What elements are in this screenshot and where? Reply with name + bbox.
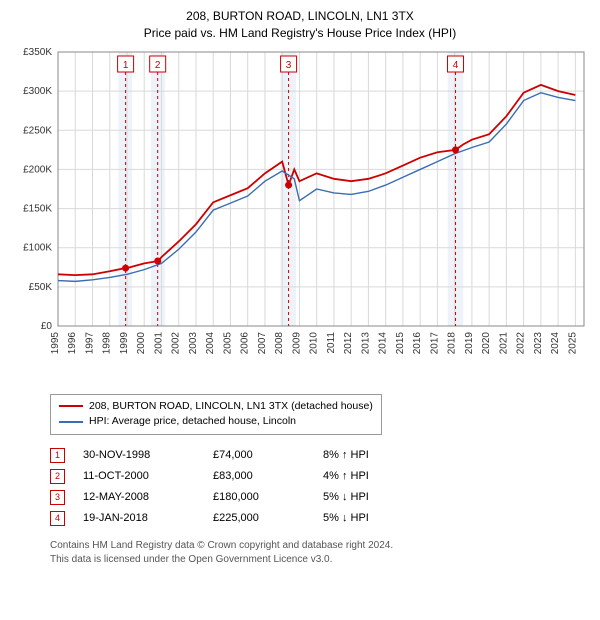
- title-address: 208, BURTON ROAD, LINCOLN, LN1 3TX: [12, 8, 588, 25]
- svg-text:2003: 2003: [188, 331, 199, 354]
- svg-text:2023: 2023: [533, 331, 544, 354]
- svg-text:1999: 1999: [119, 331, 130, 354]
- event-date: 19-JAN-2018: [83, 508, 213, 529]
- event-marker: 2: [50, 469, 65, 484]
- page-container: 208, BURTON ROAD, LINCOLN, LN1 3TX Price…: [0, 0, 600, 575]
- event-marker: 3: [50, 490, 65, 505]
- event-diff: 8% ↑ HPI: [323, 445, 423, 466]
- event-diff: 5% ↓ HPI: [323, 508, 423, 529]
- event-date: 12-MAY-2008: [83, 487, 213, 508]
- svg-text:2024: 2024: [550, 331, 561, 354]
- svg-text:1996: 1996: [67, 331, 78, 354]
- svg-text:2010: 2010: [309, 331, 320, 354]
- event-diff: 4% ↑ HPI: [323, 466, 423, 487]
- svg-text:£0: £0: [41, 321, 53, 332]
- legend: 208, BURTON ROAD, LINCOLN, LN1 3TX (deta…: [50, 394, 382, 436]
- event-row: 4 19-JAN-2018£225,0005% ↓ HPI: [50, 508, 588, 529]
- event-date: 11-OCT-2000: [83, 466, 213, 487]
- svg-text:2007: 2007: [257, 331, 268, 354]
- svg-text:2009: 2009: [291, 331, 302, 354]
- svg-text:1997: 1997: [84, 331, 95, 354]
- svg-text:2015: 2015: [395, 331, 406, 354]
- svg-text:2005: 2005: [222, 331, 233, 354]
- svg-text:£100K: £100K: [23, 242, 52, 253]
- events-table: 1 30-NOV-1998£74,0008% ↑ HPI 2 11-OCT-2000£…: [50, 445, 588, 529]
- legend-label: 208, BURTON ROAD, LINCOLN, LN1 3TX (deta…: [89, 399, 373, 415]
- event-row: 1 30-NOV-1998£74,0008% ↑ HPI: [50, 445, 588, 466]
- chart-svg: £0 £50K £100K £150K £200K £250K £300K £350K 1995…: [12, 46, 588, 386]
- event-marker: 1: [50, 448, 65, 463]
- svg-text:4: 4: [453, 60, 459, 71]
- event-price: £225,000: [213, 508, 323, 529]
- title-subtitle: Price paid vs. HM Land Registry's House …: [12, 25, 588, 42]
- svg-text:2014: 2014: [378, 331, 389, 354]
- svg-text:£250K: £250K: [23, 125, 52, 136]
- svg-text:2000: 2000: [136, 331, 147, 354]
- svg-text:£350K: £350K: [23, 47, 52, 58]
- svg-text:2: 2: [155, 60, 161, 71]
- legend-swatch: [59, 405, 83, 407]
- svg-text:2021: 2021: [498, 331, 509, 354]
- svg-text:2008: 2008: [274, 331, 285, 354]
- legend-item: 208, BURTON ROAD, LINCOLN, LN1 3TX (deta…: [59, 399, 373, 415]
- svg-text:2018: 2018: [447, 331, 458, 354]
- svg-text:£200K: £200K: [23, 164, 52, 175]
- svg-text:3: 3: [286, 60, 292, 71]
- svg-text:2004: 2004: [205, 331, 216, 354]
- svg-text:£300K: £300K: [23, 86, 52, 97]
- svg-text:2017: 2017: [429, 331, 440, 354]
- title-block: 208, BURTON ROAD, LINCOLN, LN1 3TX Price…: [12, 8, 588, 42]
- legend-label: HPI: Average price, detached house, Linc…: [89, 414, 296, 430]
- footer-note: Contains HM Land Registry data © Crown c…: [50, 539, 588, 567]
- svg-text:2019: 2019: [464, 331, 475, 354]
- event-price: £74,000: [213, 445, 323, 466]
- svg-text:£50K: £50K: [29, 281, 53, 292]
- event-price: £83,000: [213, 466, 323, 487]
- svg-text:2013: 2013: [360, 331, 371, 354]
- svg-text:£150K: £150K: [23, 203, 52, 214]
- svg-text:2022: 2022: [516, 331, 527, 354]
- svg-text:1: 1: [123, 60, 129, 71]
- footer-line1: Contains HM Land Registry data © Crown c…: [50, 539, 588, 553]
- legend-item: HPI: Average price, detached house, Linc…: [59, 414, 373, 430]
- event-row: 2 11-OCT-2000£83,0004% ↑ HPI: [50, 466, 588, 487]
- legend-swatch: [59, 421, 83, 423]
- svg-text:2002: 2002: [171, 331, 182, 354]
- chart: £0 £50K £100K £150K £200K £250K £300K £350K 1995…: [12, 46, 588, 386]
- event-row: 3 12-MAY-2008£180,0005% ↓ HPI: [50, 487, 588, 508]
- svg-text:2025: 2025: [567, 331, 578, 354]
- footer-line2: This data is licensed under the Open Gov…: [50, 553, 588, 567]
- svg-text:2001: 2001: [153, 331, 164, 354]
- svg-text:2012: 2012: [343, 331, 354, 354]
- event-diff: 5% ↓ HPI: [323, 487, 423, 508]
- svg-text:2011: 2011: [326, 331, 337, 353]
- svg-text:1998: 1998: [102, 331, 113, 354]
- event-date: 30-NOV-1998: [83, 445, 213, 466]
- svg-text:1995: 1995: [50, 331, 61, 354]
- svg-text:2016: 2016: [412, 331, 423, 354]
- event-price: £180,000: [213, 487, 323, 508]
- event-marker: 4: [50, 511, 65, 526]
- svg-text:2020: 2020: [481, 331, 492, 354]
- svg-text:2006: 2006: [240, 331, 251, 354]
